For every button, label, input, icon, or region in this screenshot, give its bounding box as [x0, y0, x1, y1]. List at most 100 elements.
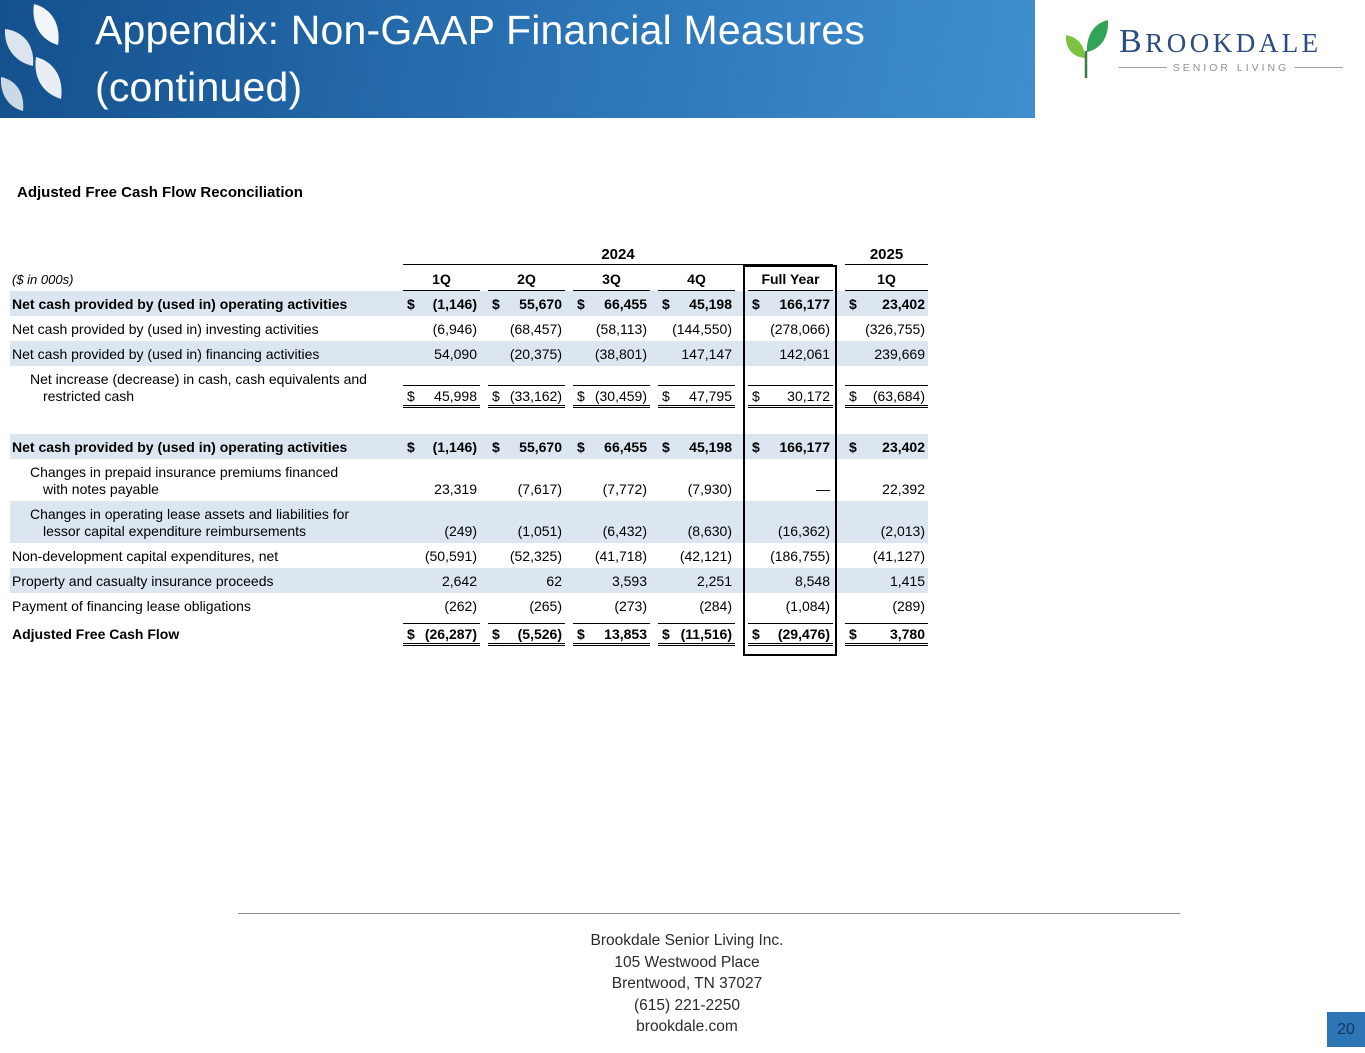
value-cell: $166,177 [748, 296, 833, 316]
value-cell: 1,415 [845, 573, 928, 593]
value: (284) [658, 598, 735, 618]
value: 8,548 [748, 573, 833, 593]
table-row: Adjusted Free Cash Flow$(26,287)$(5,526)… [10, 618, 928, 646]
value: (249) [403, 523, 480, 543]
value-cell: $(5,526) [488, 623, 565, 646]
value-cell: (58,113) [573, 321, 650, 341]
value-cell: (52,325) [488, 548, 565, 568]
amount: — [816, 481, 830, 497]
value-cell: $(30,459) [573, 385, 650, 408]
value-cell: (249) [403, 523, 480, 543]
dollar-sign: $ [407, 388, 415, 404]
page-number-badge: 20 [1327, 1012, 1365, 1047]
table-year-row: 20242025 [10, 243, 928, 265]
value-cell: (6,432) [573, 523, 650, 543]
amount: (7,930) [688, 481, 732, 497]
value: (144,550) [658, 321, 735, 341]
value-cell: (144,550) [658, 321, 735, 341]
brookdale-logo: BROOKDALE SENIOR LIVING [1063, 18, 1347, 80]
value-cell: (265) [488, 598, 565, 618]
value-cell: 54,090 [403, 346, 480, 366]
value: $(1,146) [403, 296, 480, 316]
table-header-row: ($ in 000s)1Q2Q3Q4QFull Year1Q [10, 265, 928, 291]
value-cell: 22,392 [845, 481, 928, 501]
value-cell: (2,013) [845, 523, 928, 543]
leaf-art-icon [0, 0, 96, 118]
amount: 62 [546, 573, 562, 589]
value: (186,755) [748, 548, 833, 568]
value: (289) [845, 598, 928, 618]
value: (7,772) [573, 481, 650, 501]
row-label: Property and casualty insurance proceeds [10, 571, 403, 594]
value-cell: (7,930) [658, 481, 735, 501]
amount: (289) [892, 598, 925, 614]
dollar-sign: $ [752, 439, 760, 455]
value-cell: (42,121) [658, 548, 735, 568]
dollar-sign: $ [662, 296, 670, 312]
amount: (52,325) [510, 548, 562, 564]
table-spacer-row [10, 408, 928, 434]
amount: 22,392 [882, 481, 925, 497]
section-title: Adjusted Free Cash Flow Reconciliation [17, 184, 303, 201]
value: $45,198 [658, 296, 735, 316]
value-cell: (7,617) [488, 481, 565, 501]
amount: (30,459) [595, 388, 647, 404]
value-cell: (8,630) [658, 523, 735, 543]
value: $45,998 [403, 385, 480, 408]
amount: (6,946) [433, 321, 477, 337]
amount: 2,642 [442, 573, 477, 589]
column-header: Full Year [748, 271, 833, 291]
amount: 66,455 [604, 296, 647, 312]
amount: (2,013) [881, 523, 925, 539]
column-header: 1Q [403, 271, 480, 291]
table-row: Payment of financing lease obligations(2… [10, 593, 928, 618]
amount: 45,198 [689, 439, 732, 455]
value: 3,593 [573, 573, 650, 593]
value-cell: $(11,516) [658, 623, 735, 646]
dollar-sign: $ [662, 388, 670, 404]
value-cell: $45,998 [403, 385, 480, 408]
amount: (42,121) [680, 548, 732, 564]
value-cell: $166,177 [748, 439, 833, 459]
row-label: Net cash provided by (used in) operating… [10, 437, 403, 460]
amount: 30,172 [787, 388, 830, 404]
dollar-sign: $ [407, 626, 415, 642]
amount: 23,402 [882, 439, 925, 455]
value: 22,392 [845, 481, 928, 501]
amount: (1,146) [433, 296, 477, 312]
table-row: Net cash provided by (used in) operating… [10, 434, 928, 459]
value: (1,051) [488, 523, 565, 543]
value-cell: 2,251 [658, 573, 735, 593]
amount: (8,630) [688, 523, 732, 539]
value: $45,198 [658, 439, 735, 459]
page-title-line-1: Appendix: Non-GAAP Financial Measures [95, 2, 865, 59]
table-row: Net cash provided by (used in) operating… [10, 291, 928, 316]
amount: (58,113) [596, 321, 647, 337]
logo-leaf-icon [1063, 18, 1109, 80]
logo-wordmark: BROOKDALE [1119, 25, 1343, 60]
amount: 23,319 [434, 481, 477, 497]
value-cell: $3,780 [845, 623, 928, 646]
amount: 47,795 [689, 388, 732, 404]
amount: 3,593 [612, 573, 647, 589]
amount: (144,550) [672, 321, 732, 337]
value-cell: 147,147 [658, 346, 735, 366]
table-row: Net cash provided by (used in) financing… [10, 341, 928, 366]
amount: (63,684) [873, 388, 925, 404]
value: $55,670 [488, 439, 565, 459]
value: (273) [573, 598, 650, 618]
dollar-sign: $ [407, 439, 415, 455]
dollar-sign: $ [662, 439, 670, 455]
dollar-sign: $ [577, 296, 585, 312]
value: $47,795 [658, 385, 735, 408]
value-cell: (1,051) [488, 523, 565, 543]
value-cell: (20,375) [488, 346, 565, 366]
units-label: ($ in 000s) [10, 272, 403, 291]
amount: (5,526) [518, 626, 562, 642]
amount: 45,198 [689, 296, 732, 312]
table-row: Property and casualty insurance proceeds… [10, 568, 928, 593]
tagline-text: SENIOR LIVING [1173, 62, 1290, 74]
value-cell: (278,066) [748, 321, 833, 341]
amount: 13,853 [604, 626, 647, 642]
amount: (33,162) [510, 388, 562, 404]
